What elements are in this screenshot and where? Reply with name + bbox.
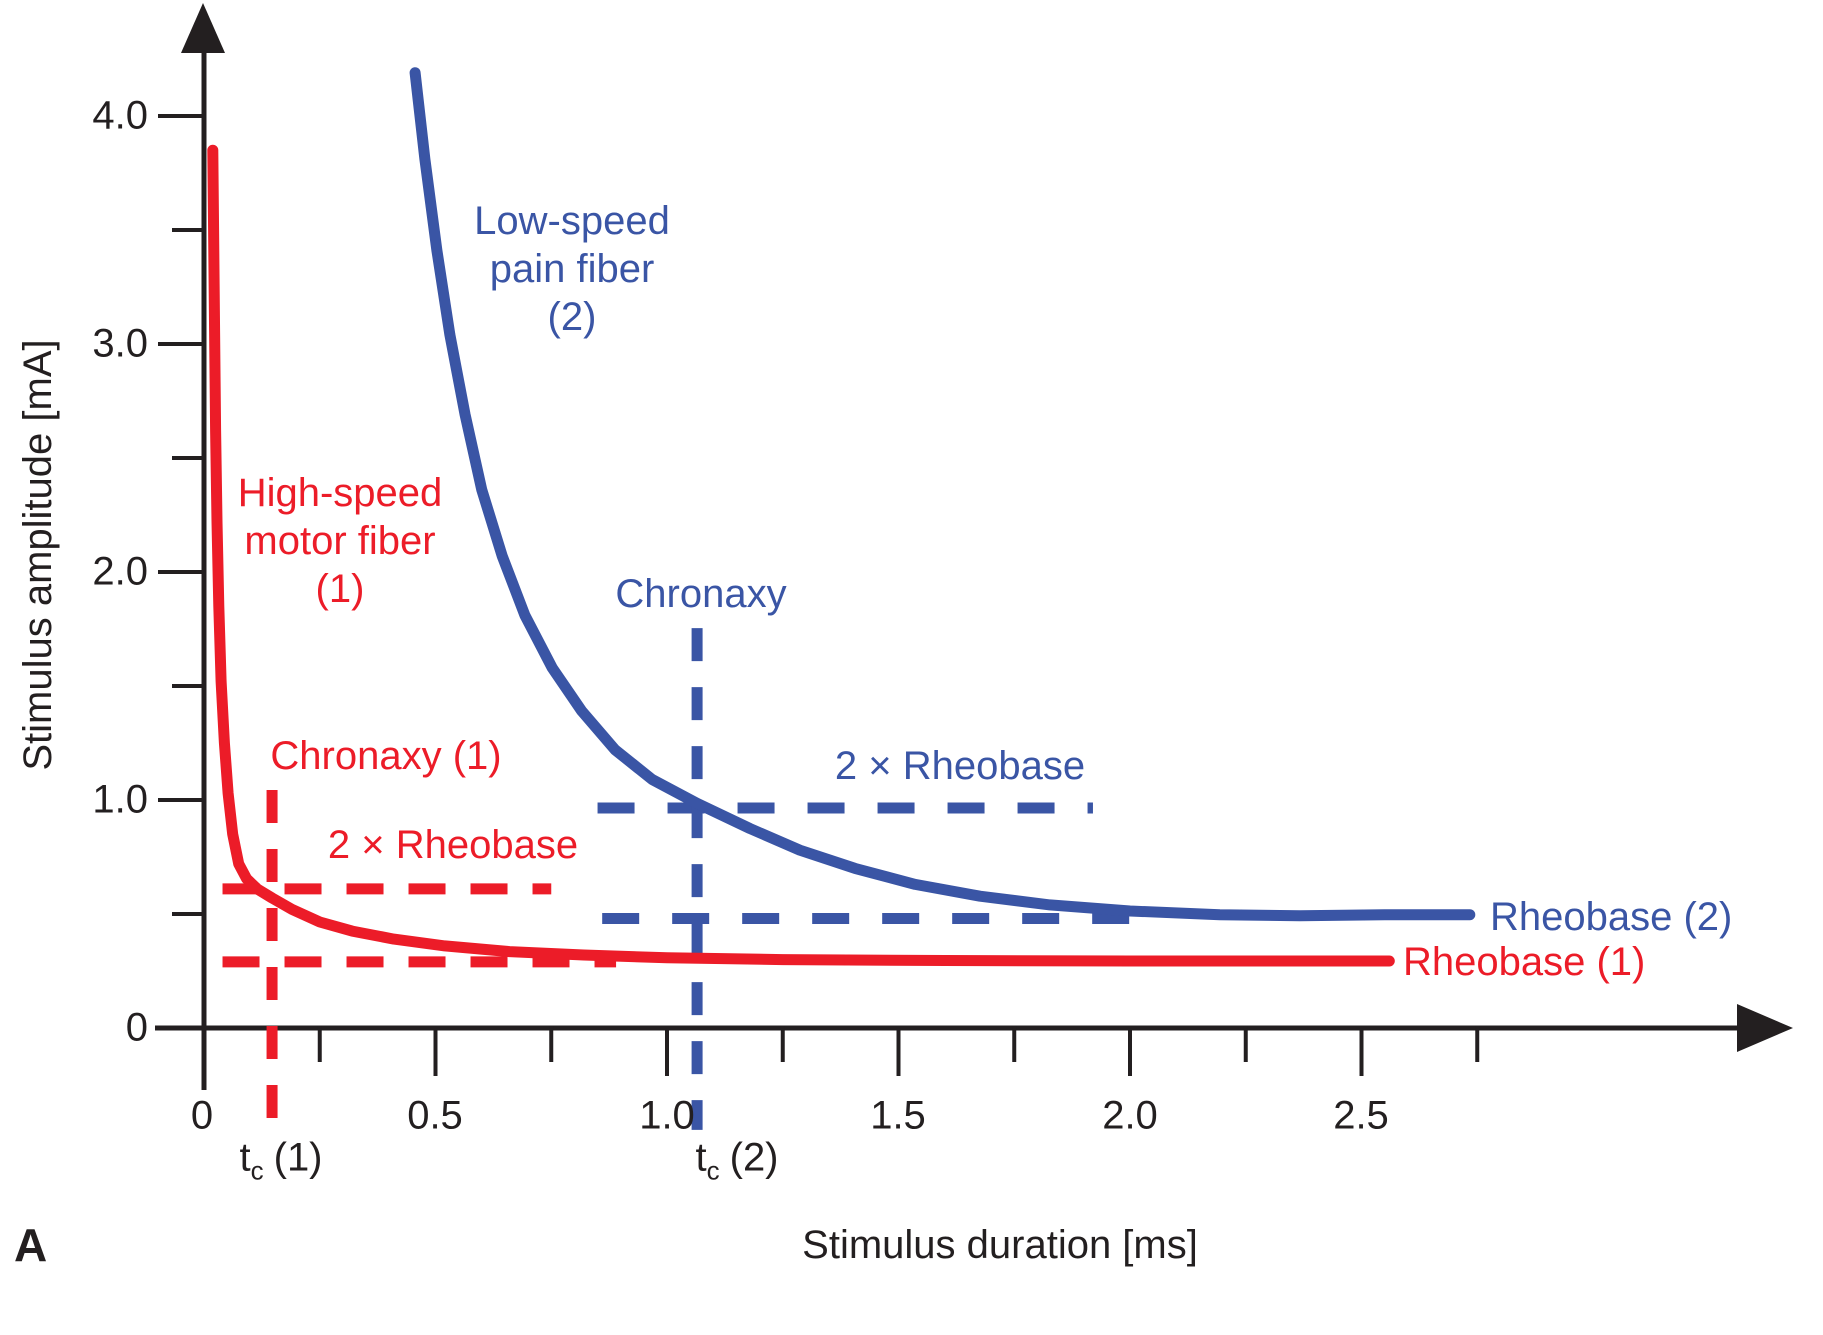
x-tick-label-0-5: 0.5 (407, 1093, 463, 1138)
rheobase-1-label: Rheobase (1) (1403, 940, 1646, 984)
tc2-sub: c (706, 1155, 720, 1186)
two-x-rheobase-red-label: 2 × Rheobase (327, 823, 579, 867)
y-tick-label-4-0: 4.0 (92, 93, 148, 138)
rheobase-2-label: Rheobase (2) (1490, 895, 1733, 939)
y-tick-label-2-0: 2.0 (92, 549, 148, 594)
pain-fiber-label: Low-speed pain fiber (2) (474, 197, 670, 341)
motor-fiber-label: High-speed motor fiber (1) (238, 469, 443, 613)
x-tick-label-1-0: 1.0 (639, 1093, 695, 1138)
x-tick-label-2-5: 2.5 (1333, 1093, 1389, 1138)
y-axis-title: Stimulus amplitude [mA] (16, 339, 60, 771)
tc2-label: tc (2) (695, 1134, 778, 1195)
x-tick-label-0: 0 (190, 1093, 214, 1138)
motor-fiber-label-line1: High-speed (237, 471, 443, 515)
chronaxy-blue-label: Chronaxy (615, 572, 787, 616)
x-axis-title: Stimulus duration [ms] (802, 1223, 1198, 1267)
motor-fiber-label-line2: motor fiber (244, 519, 436, 563)
pain-fiber-label-line1: Low-speed (474, 199, 670, 243)
x-tick-label-2-0: 2.0 (1102, 1093, 1158, 1138)
two-x-rheobase-blue-label: 2 × Rheobase (834, 744, 1086, 788)
tc1-label: tc (1) (239, 1134, 322, 1195)
tc1-base: t (239, 1135, 251, 1180)
tc1-rest: (1) (273, 1135, 323, 1180)
y-tick-label-0: 0 (125, 1005, 148, 1050)
chronaxy-red-label: Chronaxy (1) (270, 734, 502, 778)
pain-fiber-label-line2: pain fiber (489, 247, 655, 291)
x-tick-label-1-5: 1.5 (870, 1093, 926, 1138)
pain-fiber-label-line3: (2) (547, 295, 597, 339)
tc2-rest: (2) (729, 1135, 779, 1180)
panel-label: A (14, 1219, 48, 1271)
y-tick-label-1-0: 1.0 (92, 777, 148, 822)
motor-fiber-label-line3: (1) (315, 567, 365, 611)
tc1-sub: c (250, 1155, 264, 1186)
tc2-base: t (695, 1135, 707, 1180)
y-tick-label-3-0: 3.0 (92, 321, 148, 366)
